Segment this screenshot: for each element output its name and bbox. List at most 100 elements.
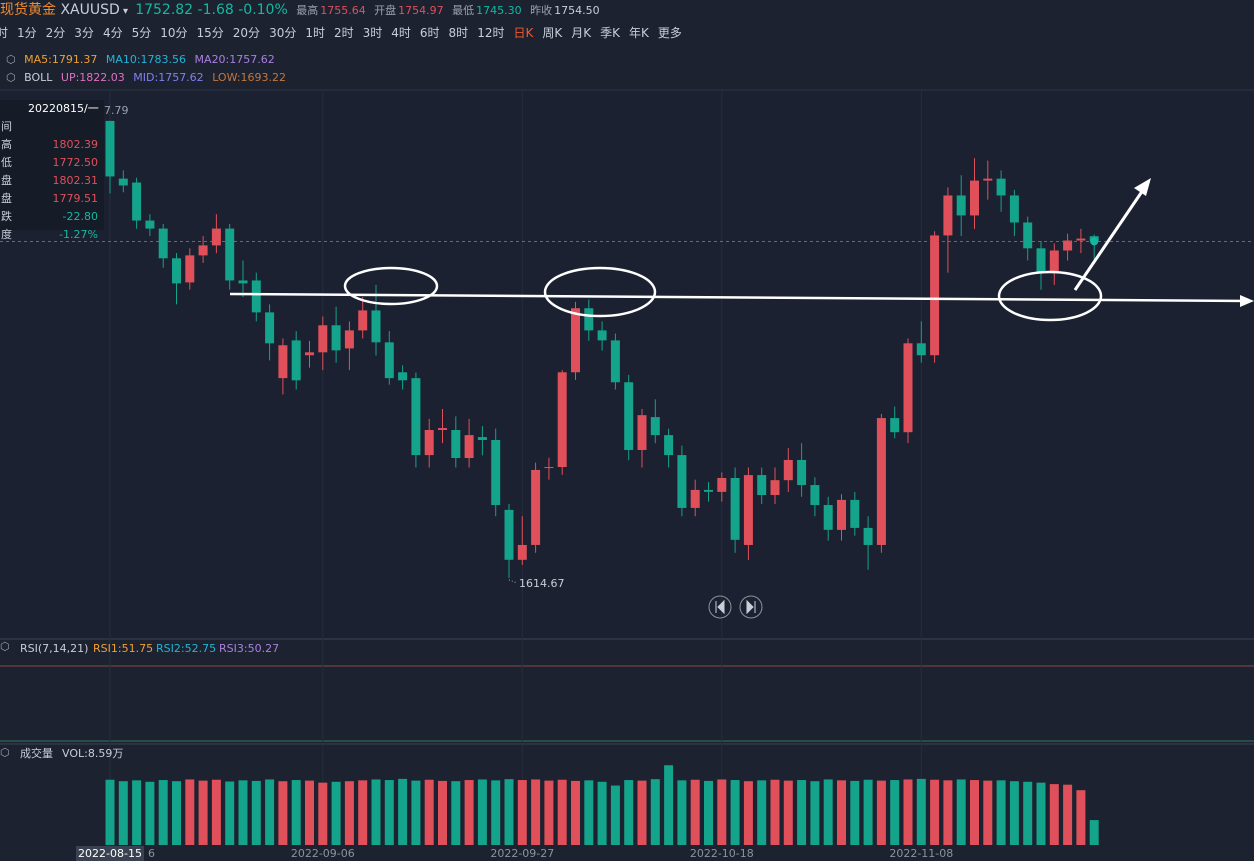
period-tab[interactable]: 月K (571, 26, 592, 40)
period-tab[interactable]: 更多 (657, 26, 682, 40)
high-label: 最高 (296, 4, 319, 17)
settings-icon[interactable]: ⬡ (0, 746, 10, 759)
period-tab[interactable]: 8时 (448, 26, 469, 40)
volume-bar (238, 780, 248, 845)
period-tab[interactable]: 年K (628, 26, 649, 40)
last-price: 1752.82 (135, 2, 194, 18)
candle-body (650, 417, 660, 436)
period-tab[interactable]: 日K (513, 26, 534, 40)
candle-body (1009, 195, 1019, 223)
period-tabs: 时 1分 2分 3分 4分 5分 10分 15分 20分 30分 1时 2时 3时 4时 6时 8时 12时 日K… (0, 23, 691, 43)
tooltip-value: -22.80 (62, 210, 98, 223)
scroll-right-button[interactable] (739, 595, 763, 619)
period-tab[interactable]: 6时 (419, 26, 440, 40)
candle-body (956, 195, 966, 216)
candle-body (384, 342, 394, 379)
volume-bar (318, 782, 328, 845)
volume-bar (930, 779, 940, 845)
tooltip-value: 1772.50 (52, 156, 99, 169)
volume-bar (557, 779, 567, 845)
volume-bar (571, 780, 580, 845)
volume-bar (983, 780, 993, 845)
candle-body (557, 372, 567, 468)
candle-body (690, 489, 700, 508)
candle-body (398, 372, 408, 381)
volume-bar (531, 779, 541, 845)
candle-body (172, 258, 181, 284)
candle-body (158, 228, 168, 259)
ma10-legend: MA10:1783.56 (105, 53, 187, 66)
volume-bar (198, 780, 208, 845)
candle-body (704, 489, 713, 492)
candle-body (903, 343, 913, 433)
scroll-left-button[interactable] (708, 595, 732, 619)
low-label: 最低 (452, 4, 475, 17)
settings-icon[interactable]: ⬡ (6, 53, 16, 66)
tooltip-row: 跌 -22.80 (0, 208, 104, 226)
settings-icon[interactable]: ⬡ (6, 71, 16, 84)
candle-body (757, 475, 767, 496)
volume-bar (610, 785, 620, 845)
low-value: 1745.30 (476, 4, 522, 17)
volume-bar (211, 779, 221, 845)
price-change-pct: -0.10% (238, 2, 288, 18)
period-tab[interactable]: 1分 (17, 26, 37, 40)
tooltip-key: 跌 (1, 210, 12, 223)
drawn-arrow (1073, 189, 1145, 291)
period-tab[interactable]: 5分 (131, 26, 152, 40)
period-tab[interactable]: 12时 (477, 26, 505, 40)
candle-body (571, 308, 580, 373)
candle-body (823, 505, 833, 530)
x-edge-label: 6 (148, 847, 155, 860)
volume-bar (172, 781, 181, 845)
period-tab[interactable]: 1时 (305, 26, 325, 40)
instrument-symbol[interactable]: XAUUSD (60, 2, 120, 18)
period-tab[interactable]: 30分 (269, 26, 297, 40)
candle-body (251, 280, 261, 313)
volume-bar (1063, 784, 1073, 845)
candle-body (996, 178, 1006, 196)
period-tab[interactable]: 3时 (362, 26, 383, 40)
arrow-head (1240, 295, 1254, 307)
volume-bar (1009, 781, 1019, 845)
boll-low: LOW:1693.22 (212, 71, 287, 84)
period-tab[interactable]: 15分 (196, 26, 224, 40)
vol-legend: VOL:8.59万 (62, 747, 123, 760)
period-tab[interactable]: 20分 (232, 26, 261, 40)
period-tab[interactable]: 10分 (160, 26, 188, 40)
settings-icon[interactable]: ⬡ (0, 640, 10, 653)
candle-body (544, 467, 554, 469)
period-tab[interactable]: 4时 (391, 26, 411, 40)
period-tab[interactable]: 时 (0, 26, 9, 40)
tooltip-date: 20220815/一 (28, 102, 99, 115)
volume-bar (105, 779, 115, 845)
tooltip-value: -1.27% (59, 228, 98, 241)
dropdown-icon[interactable]: ▾ (119, 6, 132, 17)
ma5-legend: MA5:1791.37 (24, 53, 98, 66)
x-tick-label: 2022-08-15 (78, 847, 142, 860)
candle-body (783, 459, 793, 481)
period-tab[interactable]: 3分 (74, 26, 94, 40)
period-tab[interactable]: 季K (600, 26, 620, 40)
tooltip-key: 盘 (1, 174, 12, 187)
drawn-ellipse (997, 270, 1103, 322)
tooltip-row: 低 1772.50 (0, 154, 104, 172)
candle-body (664, 435, 674, 456)
candle-body (265, 312, 275, 344)
volume-bar (491, 780, 501, 845)
candle-body (517, 544, 527, 560)
candle-body (132, 182, 142, 221)
period-tab[interactable]: 周K (542, 26, 563, 40)
volume-bar (464, 780, 474, 845)
crosshair-tooltip: 20220815/一 间高 1802.39 低 1772.50 盘 1802.31 盘 177… (0, 100, 104, 241)
volume-bar (943, 780, 953, 845)
volume-bar (757, 780, 767, 845)
rsi-name: RSI(7,14,21) (20, 642, 88, 655)
ma-legend: ⬡ MA5:1791.37 MA10:1783.56 MA20:1757.62 (6, 53, 280, 66)
drawn-line (229, 292, 1251, 303)
x-tick-label: 2022-09-27 (490, 847, 554, 860)
period-tab[interactable]: 2分 (45, 26, 66, 40)
period-tab[interactable]: 4分 (102, 26, 123, 40)
period-tab[interactable]: 2时 (333, 26, 354, 40)
tooltip-key: 度 (1, 228, 12, 241)
